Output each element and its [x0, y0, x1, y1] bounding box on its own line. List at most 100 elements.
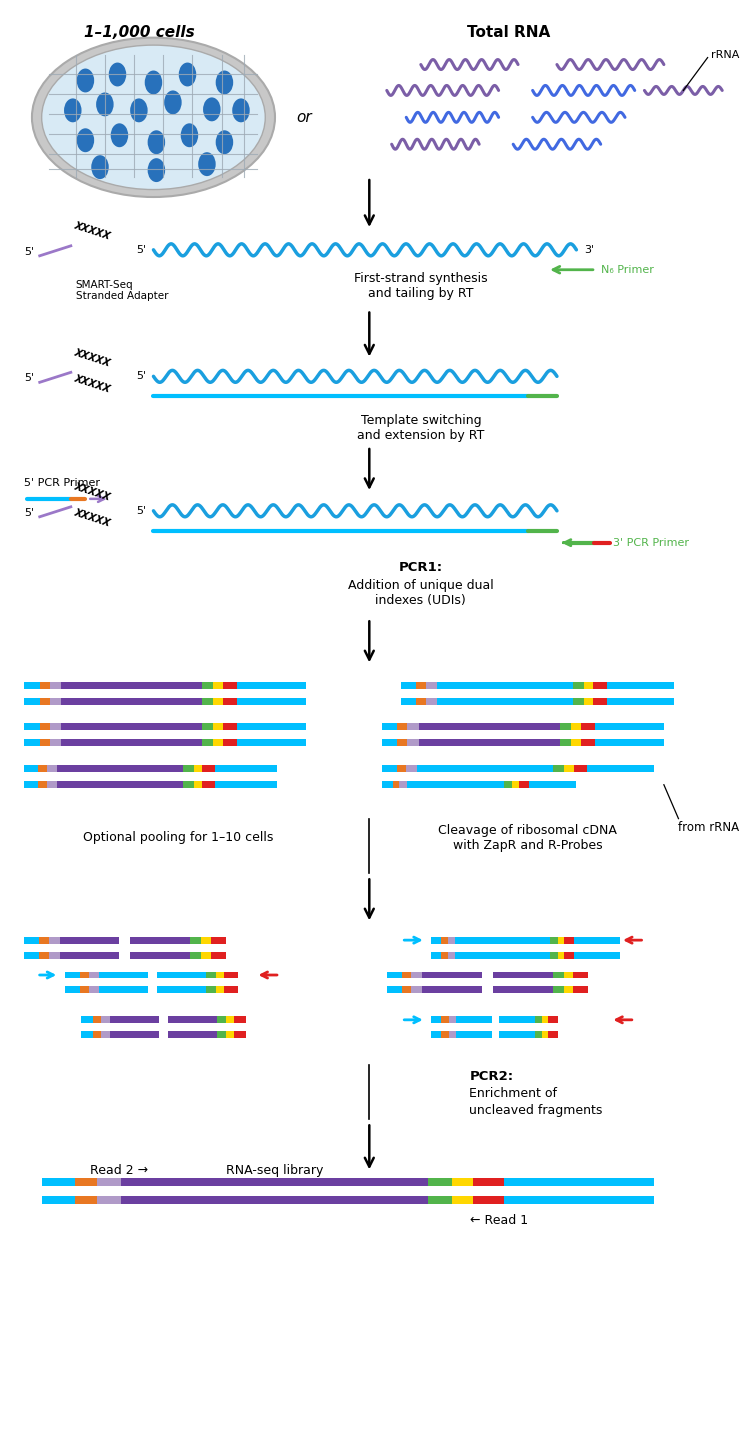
Bar	[101, 1016, 109, 1023]
Bar	[431, 1032, 441, 1039]
Bar	[382, 766, 397, 772]
Bar	[416, 697, 426, 704]
Bar	[61, 740, 202, 746]
Bar	[382, 723, 397, 730]
Bar	[504, 782, 512, 789]
Bar	[201, 951, 210, 958]
Bar	[81, 1032, 93, 1039]
Bar	[455, 951, 550, 958]
Bar	[428, 1178, 452, 1186]
Bar	[387, 986, 402, 993]
Bar	[418, 740, 559, 746]
Bar	[24, 766, 38, 772]
Bar	[80, 986, 89, 993]
Bar	[411, 971, 422, 979]
Bar	[237, 723, 306, 730]
Bar	[406, 766, 417, 772]
Bar	[550, 937, 557, 944]
Bar	[382, 740, 397, 746]
Bar	[57, 766, 183, 772]
Bar	[504, 1196, 654, 1204]
Bar	[50, 723, 61, 730]
Bar	[397, 740, 407, 746]
Bar	[441, 951, 448, 958]
Bar	[401, 697, 416, 704]
Bar	[202, 681, 213, 688]
Bar	[75, 1196, 97, 1204]
Bar	[431, 1016, 441, 1023]
Bar	[400, 782, 407, 789]
Bar	[41, 1196, 75, 1204]
Bar	[202, 782, 215, 789]
Bar	[24, 697, 40, 704]
Bar	[426, 681, 437, 688]
Bar	[595, 723, 664, 730]
Bar	[587, 766, 654, 772]
Bar	[519, 782, 529, 789]
Bar	[441, 937, 448, 944]
Bar	[49, 937, 60, 944]
Bar	[573, 681, 584, 688]
Bar	[183, 766, 194, 772]
Bar	[584, 681, 593, 688]
Bar	[226, 1016, 234, 1023]
Bar	[217, 1032, 226, 1039]
Bar	[47, 766, 57, 772]
Bar	[237, 740, 306, 746]
Ellipse shape	[232, 98, 250, 122]
Text: rRNA: rRNA	[710, 50, 739, 59]
Text: from rRNA: from rRNA	[679, 821, 740, 833]
Bar	[202, 766, 215, 772]
Text: 5' PCR Primer: 5' PCR Primer	[24, 479, 100, 489]
Bar	[216, 986, 224, 993]
Ellipse shape	[203, 98, 221, 121]
Ellipse shape	[148, 131, 165, 154]
Bar	[402, 986, 411, 993]
Bar	[224, 971, 238, 979]
Bar	[80, 971, 89, 979]
Bar	[607, 697, 673, 704]
Ellipse shape	[198, 152, 216, 177]
Text: Cleavage of ribosomal cDNA
with ZapR and R-Probes: Cleavage of ribosomal cDNA with ZapR and…	[438, 823, 618, 852]
Bar	[542, 1016, 548, 1023]
Bar	[215, 782, 277, 789]
Bar	[49, 951, 60, 958]
Bar	[557, 937, 564, 944]
Bar	[407, 740, 418, 746]
Bar	[449, 1016, 455, 1023]
Bar	[99, 986, 148, 993]
Bar	[223, 681, 237, 688]
Bar	[194, 766, 202, 772]
Bar	[121, 1178, 428, 1186]
Text: XXXXX: XXXXX	[73, 507, 112, 529]
Bar	[422, 986, 482, 993]
Bar	[40, 740, 50, 746]
Bar	[217, 1016, 226, 1023]
Bar	[426, 697, 437, 704]
Bar	[573, 986, 588, 993]
Bar	[213, 697, 223, 704]
Bar	[89, 986, 99, 993]
Bar	[41, 1178, 75, 1186]
Bar	[574, 937, 620, 944]
Bar	[441, 1016, 449, 1023]
Bar	[574, 766, 587, 772]
Bar	[431, 951, 441, 958]
Bar	[97, 1178, 121, 1186]
Bar	[202, 740, 213, 746]
Text: uncleaved fragments: uncleaved fragments	[470, 1104, 602, 1117]
Text: PCR1:: PCR1:	[399, 560, 443, 573]
Bar	[564, 951, 574, 958]
Bar	[584, 697, 593, 704]
Bar	[448, 951, 455, 958]
Bar	[574, 951, 620, 958]
Bar	[210, 937, 225, 944]
Bar	[234, 1032, 246, 1039]
Bar	[529, 782, 576, 789]
Bar	[61, 723, 202, 730]
Bar	[422, 971, 482, 979]
Bar	[407, 782, 504, 789]
Bar	[581, 740, 595, 746]
Bar	[201, 937, 210, 944]
Bar	[81, 1016, 93, 1023]
